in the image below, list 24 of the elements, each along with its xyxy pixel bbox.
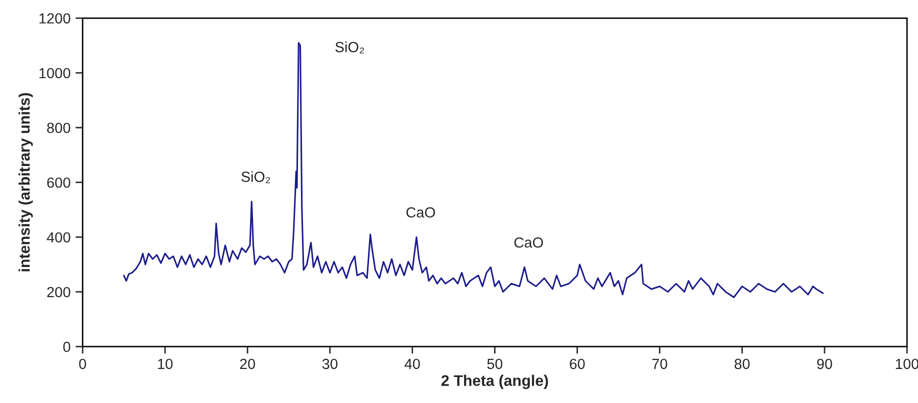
y-tick-label: 600 [47, 177, 70, 188]
x-tick-label: 60 [570, 358, 585, 370]
y-tick-label: 1000 [39, 68, 70, 78]
y-tick-label: 800 [47, 122, 70, 134]
line-series [123, 42, 824, 298]
x-tick-label: 20 [240, 358, 256, 370]
x-tick-label: 30 [322, 358, 338, 370]
y-axis-title: intensity (arbitrary units) [18, 93, 33, 272]
x-tick-label: 90 [817, 358, 832, 370]
x-tick-label: 40 [404, 358, 420, 370]
y-tick-label: 200 [47, 286, 70, 298]
annotation: CaO [406, 207, 435, 218]
y-tick-label: 400 [46, 232, 70, 243]
x-tick-label: 10 [158, 358, 173, 370]
x-axis-title: 2 Theta (angle) [441, 374, 548, 390]
y-tick-label: 0 [63, 342, 70, 352]
x-tick-label: 0 [79, 358, 86, 370]
x-tick-label: 70 [652, 358, 668, 370]
annotation: SiO₂ [241, 171, 270, 184]
x-tick-label: 50 [487, 358, 502, 370]
x-tick-label: 80 [734, 358, 750, 370]
y-tick-label: 1200 [39, 13, 70, 24]
annotation: SiO₂ [335, 42, 364, 54]
annotation: CaO [514, 237, 543, 248]
